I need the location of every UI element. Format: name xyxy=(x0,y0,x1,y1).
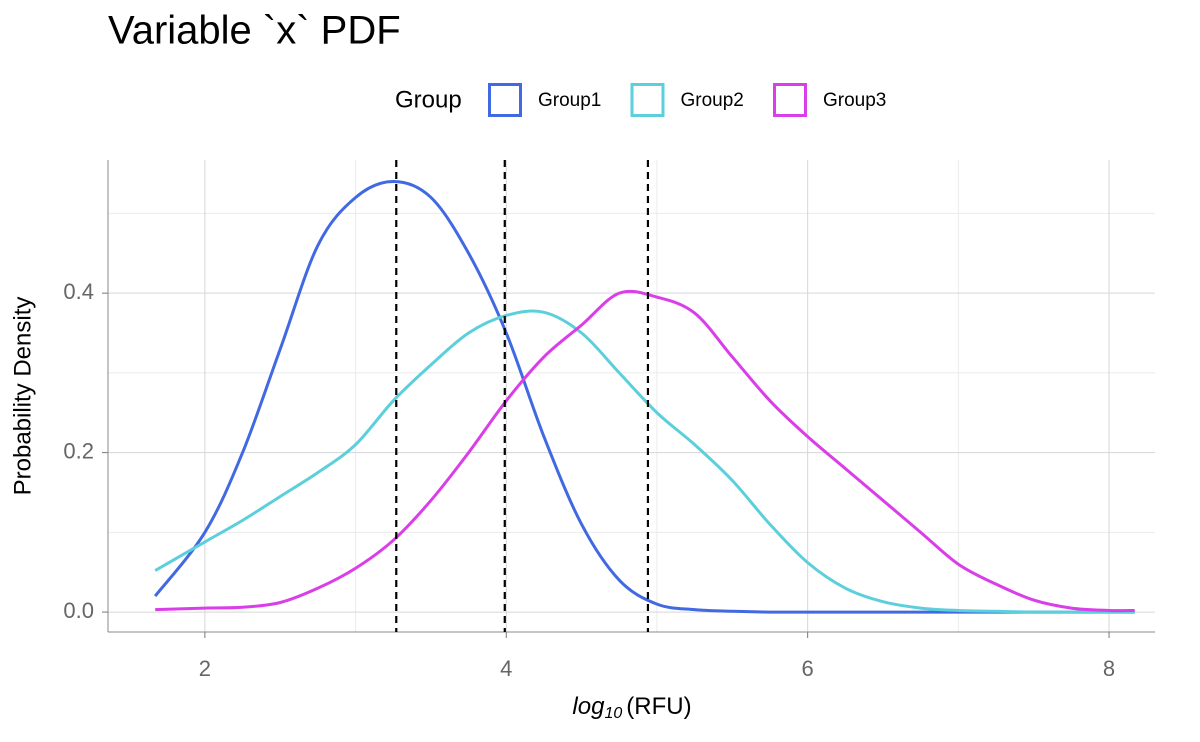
density-line xyxy=(153,180,1135,614)
x-label-base: 10 xyxy=(604,705,622,722)
y-tick-label: 0.2 xyxy=(63,438,94,463)
y-tick-label: 0.0 xyxy=(63,598,94,623)
chart-title: Variable `x` PDF xyxy=(108,9,401,53)
x-tick-label: 2 xyxy=(199,656,211,681)
x-label-unit: (RFU) xyxy=(626,693,691,720)
density-line xyxy=(155,289,1135,613)
legend-label: Group2 xyxy=(681,90,744,111)
legend-key xyxy=(773,83,807,117)
legend-title: Group xyxy=(395,86,462,113)
x-label-log: log xyxy=(572,693,605,720)
density-line xyxy=(154,309,1135,614)
y-tick-label: 0.4 xyxy=(63,279,94,304)
x-tick-label: 4 xyxy=(500,656,512,681)
x-axis-label: log10 (RFU) xyxy=(572,693,691,722)
x-tick-label: 6 xyxy=(802,656,814,681)
legend-key xyxy=(488,83,522,117)
legend-label: Group1 xyxy=(538,90,601,111)
legend-key xyxy=(630,83,665,117)
y-axis-label: Probability Density xyxy=(9,297,36,496)
x-tick-label: 8 xyxy=(1103,656,1115,681)
legend-label: Group3 xyxy=(823,90,886,111)
